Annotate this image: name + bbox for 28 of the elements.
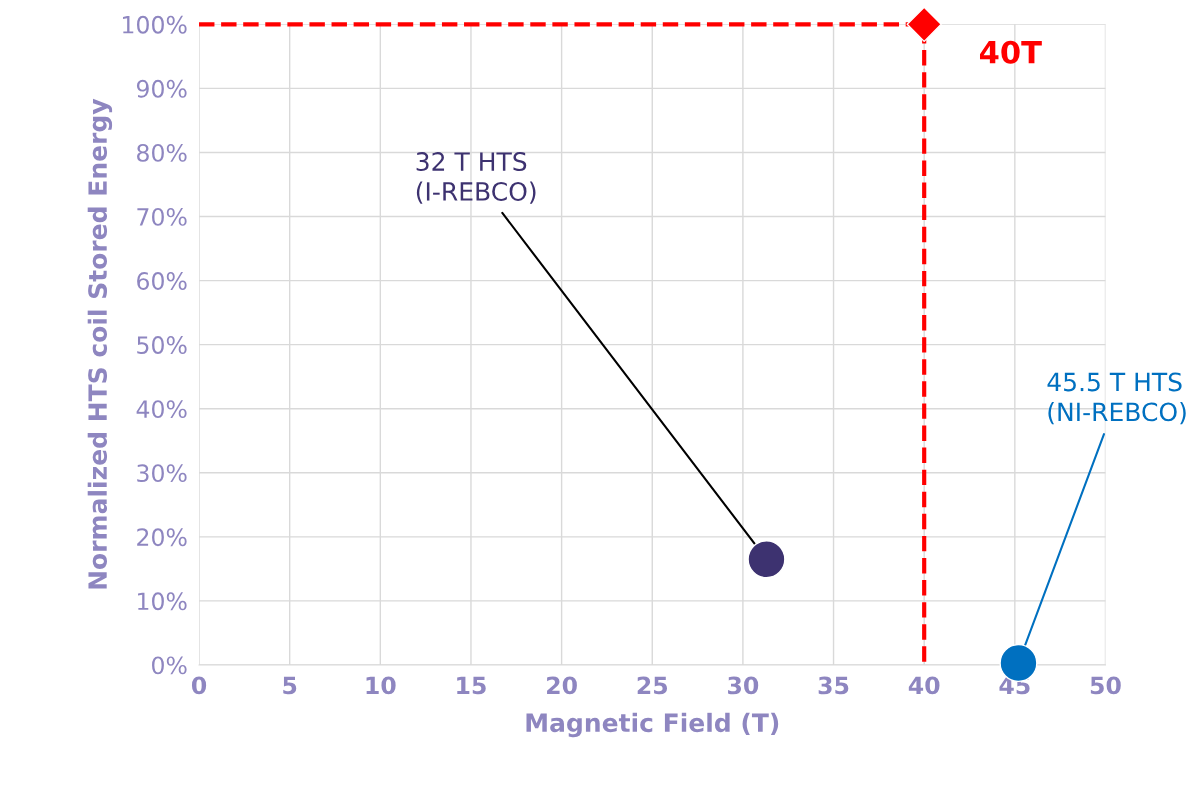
point <box>906 6 942 43</box>
x-tick-label: 20 <box>547 676 577 695</box>
x-tick-label: 50 <box>1090 676 1121 695</box>
point <box>747 540 786 579</box>
x-tick-label: 10 <box>366 676 396 695</box>
x-tick-label: 15 <box>457 676 486 695</box>
y-tick-label: 0% <box>152 656 187 675</box>
x-tick-label: 30 <box>728 676 759 695</box>
y-tick-label: 20% <box>137 528 187 547</box>
y-tick-label: 70% <box>137 207 187 226</box>
x-axis-title: Magnetic Field (T) <box>526 712 779 738</box>
x-tick-label: 0 <box>191 676 207 695</box>
annotation: 32 T HTS (I-REBCO) <box>416 152 536 204</box>
y-tick-label: 50% <box>137 336 187 354</box>
y-tick-label: 80% <box>137 143 187 162</box>
y-tick-label: 100% <box>123 15 187 34</box>
y-tick-label: 90% <box>136 79 187 98</box>
annotation: 45.5 T HTS (NI-REBCO) <box>1047 372 1186 425</box>
y-tick-label: 30% <box>137 464 187 483</box>
y-tick-label: 60% <box>137 272 187 290</box>
x-tick-label: 35 <box>818 676 849 695</box>
x-tick-label: 40 <box>908 676 940 695</box>
x-tick-label: 5 <box>283 676 297 695</box>
y-tick-label: 40% <box>136 400 187 419</box>
x-tick-label: 25 <box>637 676 668 695</box>
y-tick-label: 10% <box>138 592 187 611</box>
y-axis-title: Normalized HTS coil Stored Energy <box>87 98 113 589</box>
annotation: 40T <box>979 40 1042 64</box>
